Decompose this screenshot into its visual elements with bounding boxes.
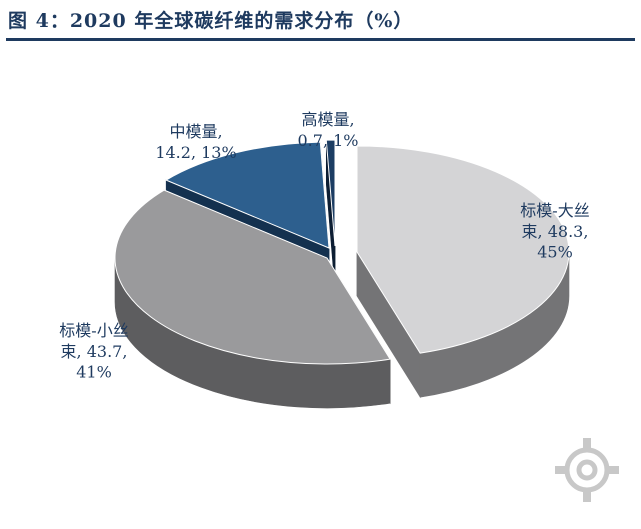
pie-slices <box>114 139 570 409</box>
slice-label-1: 标模-小丝束, 43.7, 41% <box>59 321 128 382</box>
pie-slice-1 <box>114 189 392 365</box>
slice-label-0: 标模-大丝束, 48.3, 45% <box>520 201 589 262</box>
gear-watermark-icon <box>555 438 619 502</box>
figure-title: 图 4：2020 年全球碳纤维的需求分布（%） <box>8 10 414 32</box>
slice-labels: 标模-大丝束, 48.3, 45% 标模-小丝束, 43.7, 41% 中模量, 14.2… <box>59 110 589 382</box>
pie-slice-3 <box>325 139 336 247</box>
slice-label-3: 高模量, 0.7, 1% <box>298 110 359 150</box>
title-divider <box>6 38 635 41</box>
pie-slice-0 <box>356 145 570 354</box>
pie-slice-2 <box>165 141 330 249</box>
slice-label-2: 中模量, 14.2, 13% <box>155 122 236 162</box>
